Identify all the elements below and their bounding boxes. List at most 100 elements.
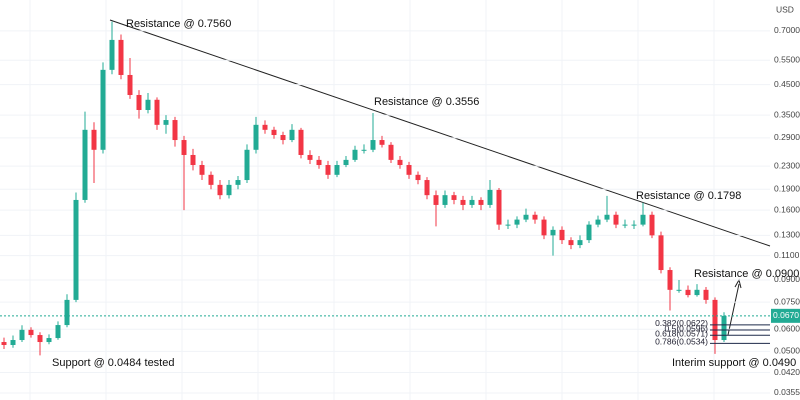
candle-body bbox=[235, 180, 241, 185]
candle-body bbox=[55, 325, 61, 339]
candle-body bbox=[694, 289, 700, 296]
candle-body bbox=[127, 74, 133, 95]
candle-body bbox=[667, 270, 673, 290]
candle-body bbox=[262, 124, 268, 130]
candle-body bbox=[37, 335, 43, 343]
y-tick-label: 0.5500 bbox=[774, 54, 800, 64]
y-tick-label: 0.3500 bbox=[774, 109, 800, 119]
y-tick-label: 0.0900 bbox=[774, 274, 800, 284]
candle-body bbox=[559, 229, 565, 241]
candle-body bbox=[64, 299, 70, 326]
candle-body bbox=[658, 235, 664, 271]
y-axis-label: USD bbox=[776, 4, 794, 14]
candle-body bbox=[163, 120, 169, 125]
candle-body bbox=[442, 195, 448, 205]
y-tick-label: 0.1100 bbox=[774, 250, 800, 260]
candle-body bbox=[451, 195, 457, 200]
candle-body bbox=[460, 199, 466, 205]
candle-body bbox=[19, 329, 25, 341]
candle-body bbox=[253, 124, 259, 150]
candle-body bbox=[325, 165, 331, 175]
candle-body bbox=[721, 315, 727, 341]
candle-body bbox=[82, 129, 88, 200]
price-label-box bbox=[771, 308, 800, 323]
fib-label: 0.786(0.0534) bbox=[655, 337, 708, 347]
candle-body bbox=[91, 129, 97, 150]
candle-body bbox=[613, 214, 619, 225]
candle-body bbox=[46, 338, 52, 343]
y-tick-label: 0.0355 bbox=[774, 387, 800, 397]
annotation: Interim support @ 0.0490 bbox=[672, 357, 796, 369]
candle-body bbox=[109, 39, 115, 70]
candle-body bbox=[649, 214, 655, 236]
candle-body bbox=[487, 189, 493, 205]
candle-body bbox=[271, 129, 277, 136]
price-label: 0.0670 bbox=[773, 310, 799, 320]
y-tick-label: 0.0420 bbox=[774, 367, 800, 377]
trend-line bbox=[109, 19, 771, 247]
candle-body bbox=[433, 195, 439, 205]
y-tick-label: 0.1300 bbox=[774, 230, 800, 240]
y-tick-label: 0.1900 bbox=[774, 184, 800, 194]
candle-body bbox=[226, 184, 232, 196]
candle-body bbox=[514, 219, 520, 225]
candle-body bbox=[343, 159, 349, 166]
annotation: Resistance @ 0.1798 bbox=[636, 190, 741, 202]
candle-body bbox=[586, 224, 592, 241]
candle-body bbox=[334, 165, 340, 175]
candle-body bbox=[244, 149, 250, 181]
candle-body bbox=[541, 219, 547, 236]
candle-body bbox=[73, 199, 79, 300]
annotation: Resistance @ 0.0900 bbox=[694, 268, 799, 280]
y-tick-label: 0.2300 bbox=[774, 160, 800, 170]
candle-body bbox=[352, 149, 358, 160]
candle-body bbox=[703, 289, 709, 300]
y-tick-label: 0.7000 bbox=[774, 25, 800, 35]
candle-body bbox=[199, 165, 205, 175]
y-tick-label: 0.4500 bbox=[774, 79, 800, 89]
y-tick-label: 0.0600 bbox=[774, 323, 800, 333]
candle-body bbox=[388, 144, 394, 160]
candle-body bbox=[316, 159, 322, 166]
candle-body bbox=[289, 129, 295, 141]
candle-body bbox=[478, 199, 484, 205]
candle-body bbox=[532, 214, 538, 220]
candle-body bbox=[181, 140, 187, 155]
candle-body bbox=[577, 240, 583, 246]
candle-body bbox=[640, 214, 646, 225]
candle-body bbox=[595, 219, 601, 225]
candle-body bbox=[469, 199, 475, 205]
candle-body bbox=[100, 69, 106, 150]
candle-body bbox=[136, 94, 142, 110]
candle-body bbox=[496, 189, 502, 225]
candle-body bbox=[550, 229, 556, 236]
candle-body bbox=[307, 154, 313, 160]
candle-body bbox=[712, 299, 718, 341]
candle-body bbox=[424, 180, 430, 196]
fib-label: 0.5(0.0596) bbox=[665, 323, 709, 333]
annotation: Resistance @ 0.7560 bbox=[126, 18, 231, 30]
candle-body bbox=[415, 174, 421, 181]
y-tick-label: 0.0500 bbox=[774, 346, 800, 356]
y-tick-label: 0.0750 bbox=[774, 296, 800, 306]
candle-body bbox=[685, 289, 691, 296]
candle-body bbox=[28, 329, 34, 336]
candle-body bbox=[370, 140, 376, 150]
fib-label: 0.382(0.0622) bbox=[655, 318, 708, 328]
candle-body bbox=[397, 159, 403, 166]
y-tick-label: 0.2900 bbox=[774, 132, 800, 142]
candle-body bbox=[622, 224, 628, 226]
candle-body bbox=[10, 340, 16, 345]
candle-body bbox=[676, 289, 682, 291]
candle-body bbox=[118, 39, 124, 75]
candle-body bbox=[523, 214, 529, 220]
candle-body bbox=[379, 140, 385, 145]
annotation: Resistance @ 0.3556 bbox=[374, 96, 479, 108]
candle-body bbox=[361, 149, 367, 151]
candle-body bbox=[145, 99, 151, 110]
candle-body bbox=[568, 240, 574, 246]
candle-body bbox=[208, 174, 214, 185]
candle-body bbox=[604, 214, 610, 220]
